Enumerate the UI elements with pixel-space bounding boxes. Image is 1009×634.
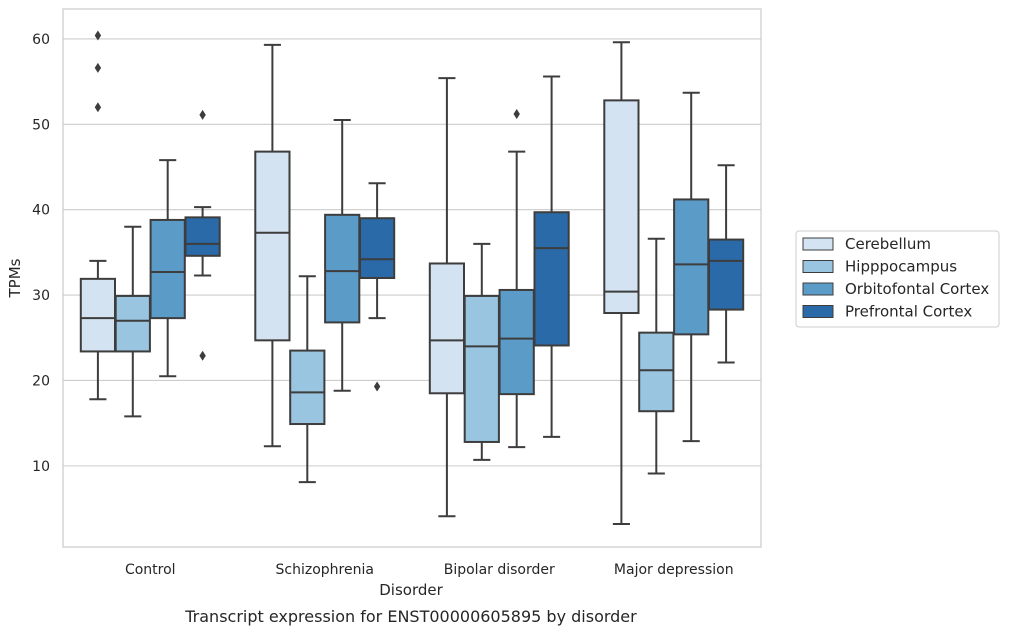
- y-axis-label: TPMs: [6, 258, 24, 298]
- box-1-0: [255, 45, 289, 446]
- legend-label: Orbitofontal Cortex: [845, 280, 989, 298]
- box-body: [604, 100, 638, 313]
- box-body: [709, 240, 743, 310]
- box-body: [151, 220, 185, 318]
- box-0-2: [151, 160, 185, 376]
- legend-swatch: [803, 306, 833, 318]
- box-body: [430, 263, 464, 393]
- box-1-1: [290, 276, 324, 482]
- box-body: [81, 279, 115, 352]
- box-body: [116, 296, 150, 352]
- box-1-3: [360, 183, 394, 391]
- box-2-2: [500, 109, 534, 447]
- legend: Cerebellum Hipppocampus Orbitofontal Corte…: [796, 231, 999, 327]
- outlier-point: [95, 102, 101, 112]
- outlier-point: [95, 63, 101, 73]
- x-tick-label: Bipolar disorder: [444, 562, 555, 578]
- boxes: [81, 30, 743, 523]
- x-tick-label: Schizophrenia: [276, 562, 374, 578]
- box-body: [465, 296, 499, 442]
- chart-caption: Transcript expression for ENST0000060589…: [184, 607, 637, 626]
- outlier-point: [514, 109, 520, 119]
- box-3-2: [674, 93, 708, 441]
- box-3-1: [639, 239, 673, 474]
- y-tick-label: 60: [32, 32, 50, 48]
- box-1-2: [325, 120, 359, 391]
- box-body: [674, 199, 708, 334]
- box-body: [255, 152, 289, 341]
- outlier-point: [374, 381, 380, 391]
- legend-label: Prefrontal Cortex: [845, 303, 972, 321]
- box-0-1: [116, 227, 150, 417]
- y-tick-label: 50: [32, 117, 50, 133]
- outlier-point: [199, 110, 205, 120]
- legend-swatch: [803, 238, 833, 250]
- x-tick-label: Major depression: [614, 562, 734, 578]
- x-tick-labels: Control Schizophrenia Bipolar disorder Majo…: [125, 562, 734, 578]
- y-tick-label: 30: [32, 288, 50, 304]
- y-tick-label: 20: [32, 373, 50, 389]
- box-3-3: [709, 165, 743, 362]
- box-0-3: [185, 110, 219, 361]
- y-tick-label: 40: [32, 203, 50, 219]
- box-body: [185, 217, 219, 255]
- x-tick-label: Control: [125, 562, 176, 578]
- legend-label: Cerebellum: [845, 235, 931, 253]
- y-tick-label: 10: [32, 459, 50, 475]
- outlier-point: [199, 351, 205, 361]
- box-body: [500, 290, 534, 394]
- box-2-1: [465, 244, 499, 460]
- legend-swatch: [803, 283, 833, 295]
- box-plot-chart: 10 20 30 40 50 60 Control Schizophrenia Bipolar…: [0, 0, 1009, 634]
- box-body: [639, 333, 673, 412]
- x-axis-label: Disorder: [379, 581, 443, 599]
- box-body: [534, 212, 568, 345]
- box-body: [325, 215, 359, 323]
- box-body: [360, 218, 394, 278]
- box-0-0: [81, 30, 115, 399]
- box-3-0: [604, 42, 638, 524]
- box-body: [290, 351, 324, 424]
- legend-swatch: [803, 261, 833, 273]
- legend-label: Hipppocampus: [845, 258, 957, 276]
- box-2-3: [534, 76, 568, 436]
- y-tick-labels: 10 20 30 40 50 60: [32, 32, 50, 475]
- box-2-0: [430, 78, 464, 516]
